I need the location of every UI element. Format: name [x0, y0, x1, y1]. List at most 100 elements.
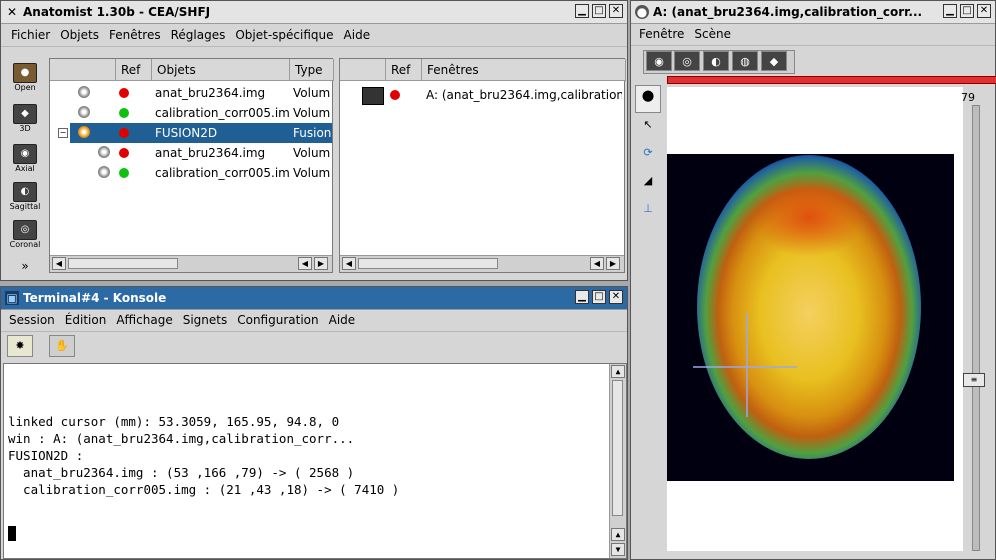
ref-red-dot [390, 90, 400, 100]
minimize-button[interactable]: ▁ [575, 290, 589, 304]
menu-configuration[interactable]: Configuration [237, 313, 319, 327]
coronal-view-icon[interactable]: ◎ [674, 51, 700, 71]
volume-icon [98, 166, 110, 178]
scroll-up-arrow-icon[interactable]: ▲ [611, 365, 625, 378]
hand-icon[interactable]: ✋ [49, 335, 75, 357]
plane-icon[interactable]: ◢ [643, 174, 653, 187]
axial-tool-label: Axial [15, 164, 35, 173]
volume-icon [98, 146, 110, 158]
viewer-titlebar[interactable]: ● A: (anat_bru2364.img,calibration_corr.… [631, 1, 995, 24]
open-brain-icon: ● [13, 63, 37, 83]
axes-icon[interactable]: ⊥ [643, 202, 653, 215]
menu-reglages[interactable]: Réglages [170, 28, 226, 42]
rotate-icon[interactable]: ⟳ [643, 146, 653, 159]
object-row[interactable]: calibration_corr005.img Volum [50, 103, 332, 123]
scroll-left-arrow-icon[interactable]: ◀ [52, 257, 66, 270]
menu-session[interactable]: Session [9, 313, 55, 327]
menu-objet-specifique[interactable]: Objet-spécifique [235, 28, 334, 42]
anatomist-menubar: Fichier Objets Fenêtres Réglages Objet-s… [1, 24, 627, 47]
minimize-button[interactable]: ▁ [943, 4, 957, 18]
konsole-title: Terminal#4 - Konsole [23, 291, 167, 305]
maximize-button[interactable]: □ [592, 4, 606, 18]
3d-tool[interactable]: ◆ 3D [9, 104, 41, 133]
oblique-view-icon[interactable]: ◍ [732, 51, 758, 71]
ref-red-dot [119, 128, 129, 138]
menu-fenetres[interactable]: Fenêtres [108, 28, 161, 42]
object-name: anat_bru2364.img [155, 86, 266, 100]
maximize-button[interactable]: □ [592, 290, 606, 304]
window-name: A: (anat_bru2364.img,calibration_ [426, 88, 622, 102]
viewer-title: A: (anat_bru2364.img,calibration_corr... [653, 5, 923, 19]
object-row-selected[interactable]: FUSION2D Fusion [70, 123, 332, 143]
menu-scene[interactable]: Scène [694, 27, 731, 41]
scroll-thumb[interactable] [358, 258, 498, 269]
objects-panel: Ref Objets Type anat_bru2364.img Volum c… [49, 58, 334, 273]
axial-tool[interactable]: ◉ Axial [9, 144, 41, 173]
sagittal-tool[interactable]: ◐ Sagittal [9, 182, 41, 211]
windows-header-tree [340, 59, 386, 81]
sagittal-view-icon: ◐ [13, 182, 37, 202]
objects-header-type[interactable]: Type [290, 59, 334, 81]
scroll-left-arrow-icon[interactable]: ◀ [342, 257, 356, 270]
objects-header-objets[interactable]: Objets [152, 59, 290, 81]
scroll-down-arrow-icon[interactable]: ▼ [611, 543, 625, 556]
sagittal-view-icon[interactable]: ◐ [703, 51, 729, 71]
object-name: calibration_corr005.img [155, 106, 290, 120]
cursor-arrow-icon[interactable]: ↖ [643, 118, 653, 131]
objects-hscrollbar[interactable]: ◀ ◀ ▶ [50, 255, 332, 272]
object-type: Volum [293, 106, 331, 120]
windows-header-ref[interactable]: Ref [386, 59, 422, 81]
minimize-button[interactable]: ▁ [575, 4, 589, 18]
windows-hscrollbar[interactable]: ◀ ◀ ▶ [340, 255, 624, 272]
scroll-thumb[interactable] [612, 380, 623, 516]
object-name: anat_bru2364.img [155, 146, 266, 160]
axial-view-icon[interactable]: ◉ [646, 51, 672, 71]
objects-header-tree [50, 59, 116, 81]
maximize-button[interactable]: □ [960, 4, 974, 18]
object-row[interactable]: anat_bru2364.img Volum [50, 83, 332, 103]
slice-slider-handle[interactable]: ≡ [963, 373, 985, 388]
coronal-tool-label: Coronal [9, 240, 41, 249]
menu-signets[interactable]: Signets [182, 313, 228, 327]
objects-header-ref[interactable]: Ref [116, 59, 152, 81]
scroll-right-arrow-icon[interactable]: ▶ [314, 257, 328, 270]
close-button[interactable]: ✕ [609, 4, 623, 18]
window-row[interactable]: A: (anat_bru2364.img,calibration_ [340, 85, 624, 105]
terminal-output[interactable]: linked cursor (mm): 53.3059, 165.95, 94.… [3, 363, 627, 559]
object-row[interactable]: anat_bru2364.img Volum [50, 143, 332, 163]
coronal-tool[interactable]: ◎ Coronal [9, 220, 41, 249]
menu-aide[interactable]: Aide [328, 313, 356, 327]
konsole-menubar: Session Édition Affichage Signets Config… [1, 309, 627, 332]
object-name: FUSION2D [155, 126, 218, 140]
scroll-thumb[interactable] [68, 258, 178, 269]
brain-scan-image[interactable] [667, 87, 963, 551]
object-type: Volum [293, 146, 331, 160]
anatomist-titlebar[interactable]: ✕ Anatomist 1.30b - CEA/SHFJ ▁ □ ✕ [1, 1, 627, 24]
windows-panel: Ref Fenêtres A: (anat_bru2364.img,calibr… [339, 58, 626, 273]
scroll-left-arrow-icon[interactable]: ◀ [298, 257, 312, 270]
3d-view-icon[interactable]: ◆ [761, 51, 787, 71]
close-button[interactable]: ✕ [977, 4, 991, 18]
konsole-app-icon: ▣ [5, 291, 19, 305]
scroll-right-arrow-icon[interactable]: ▶ [606, 257, 620, 270]
open-tool[interactable]: ● Open [9, 63, 41, 92]
close-button[interactable]: ✕ [609, 290, 623, 304]
sphere-icon[interactable]: ⬤ [635, 85, 661, 113]
menu-fenetre[interactable]: Fenêtre [639, 27, 685, 41]
menu-affichage[interactable]: Affichage [116, 313, 173, 327]
collapse-toggle-icon[interactable]: − [58, 128, 68, 138]
menu-edition[interactable]: Édition [64, 313, 107, 327]
menu-fichier[interactable]: Fichier [11, 28, 51, 42]
terminal-vscrollbar[interactable]: ▲ ▲ ▼ [609, 364, 626, 558]
render-area[interactable] [667, 87, 963, 551]
new-session-icon[interactable]: ✸ [7, 335, 33, 357]
scroll-up-arrow-icon[interactable]: ▲ [611, 528, 625, 541]
konsole-titlebar[interactable]: ▣ Terminal#4 - Konsole ▁ □ ✕ [1, 287, 627, 310]
windows-header-fenetres[interactable]: Fenêtres [422, 59, 626, 81]
menu-objets[interactable]: Objets [60, 28, 99, 42]
more-tools-chevron-icon[interactable]: » [21, 259, 29, 273]
menu-aide[interactable]: Aide [343, 28, 371, 42]
slice-slider-track[interactable] [972, 105, 980, 551]
object-row[interactable]: calibration_corr005.img Volum [50, 163, 332, 183]
scroll-left-arrow-icon[interactable]: ◀ [590, 257, 604, 270]
